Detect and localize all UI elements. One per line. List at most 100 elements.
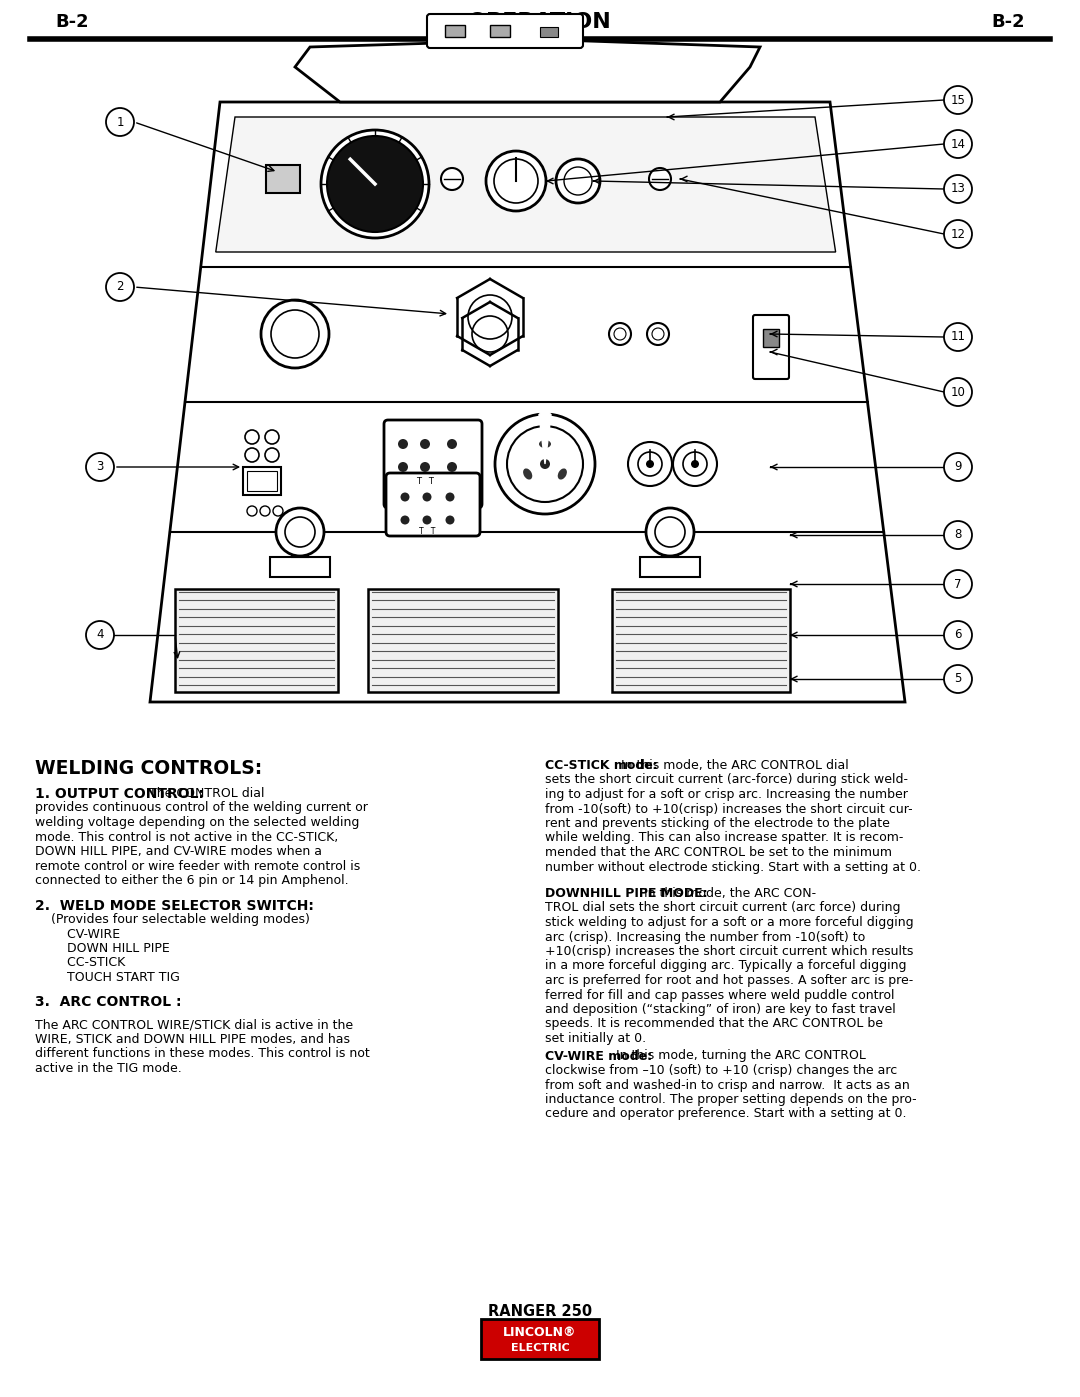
Text: B-2: B-2: [991, 13, 1025, 31]
Circle shape: [691, 460, 699, 468]
Text: inductance control. The proper setting depends on the pro-: inductance control. The proper setting d…: [545, 1092, 917, 1106]
Text: T   T: T T: [416, 476, 434, 486]
Bar: [247, 471, 276, 490]
Bar: [662, 539, 678, 557]
Text: arc (crisp). Increasing the number from -10(soft) to: arc (crisp). Increasing the number from …: [545, 930, 865, 943]
Circle shape: [446, 493, 455, 502]
Text: clockwise from –10 (soft) to +10 (crisp) changes the arc: clockwise from –10 (soft) to +10 (crisp)…: [545, 1065, 897, 1077]
Text: CV-WIRE mode:: CV-WIRE mode:: [545, 1049, 652, 1063]
Circle shape: [649, 168, 671, 190]
Bar: [481, 1319, 599, 1359]
Text: from -10(soft) to +10(crisp) increases the short circuit cur-: from -10(soft) to +10(crisp) increases t…: [545, 802, 913, 816]
Text: and deposition (“stacking” of iron) are key to fast travel: and deposition (“stacking” of iron) are …: [545, 1003, 895, 1016]
Circle shape: [399, 439, 408, 448]
Bar: [612, 590, 789, 692]
Text: TROL dial sets the short circuit current (arc force) during: TROL dial sets the short circuit current…: [545, 901, 901, 915]
Text: +10(crisp) increases the short circuit current which results: +10(crisp) increases the short circuit c…: [545, 944, 914, 958]
Bar: [266, 165, 300, 193]
Text: CC-STICK mode:: CC-STICK mode:: [545, 759, 658, 773]
Text: arc is preferred for root and hot passes. A softer arc is pre-: arc is preferred for root and hot passes…: [545, 974, 914, 988]
Text: 14: 14: [950, 137, 966, 151]
Text: number without electrode sticking. Start with a setting at 0.: number without electrode sticking. Start…: [545, 861, 921, 873]
Circle shape: [327, 136, 423, 232]
Text: 1. OUTPUT CONTROL:: 1. OUTPUT CONTROL:: [35, 787, 204, 800]
Polygon shape: [150, 102, 905, 703]
Text: connected to either the 6 pin or 14 pin Amphenol.: connected to either the 6 pin or 14 pin …: [35, 875, 349, 887]
Text: DOWN HILL PIPE, and CV-WIRE modes when a: DOWN HILL PIPE, and CV-WIRE modes when a: [35, 845, 322, 858]
Text: sets the short circuit current (arc-force) during stick weld-: sets the short circuit current (arc-forc…: [545, 774, 908, 787]
Text: stick welding to adjust for a soft or a more forceful digging: stick welding to adjust for a soft or a …: [545, 916, 914, 929]
Text: 15: 15: [950, 94, 966, 106]
Text: set initially at 0.: set initially at 0.: [545, 1032, 646, 1045]
Text: 5: 5: [955, 672, 961, 686]
Text: 10: 10: [950, 386, 966, 398]
Circle shape: [627, 441, 672, 486]
Circle shape: [447, 439, 457, 448]
Text: WIRE, STICK and DOWN HILL PIPE modes, and has: WIRE, STICK and DOWN HILL PIPE modes, an…: [35, 1032, 350, 1045]
Text: WELDING CONTROLS:: WELDING CONTROLS:: [35, 759, 262, 778]
Bar: [445, 25, 465, 36]
FancyBboxPatch shape: [386, 474, 480, 536]
FancyBboxPatch shape: [427, 14, 583, 47]
Circle shape: [944, 665, 972, 693]
Text: 3: 3: [96, 461, 104, 474]
Circle shape: [422, 493, 432, 502]
Bar: [540, 27, 558, 36]
Text: while welding. This can also increase spatter. It is recom-: while welding. This can also increase sp…: [545, 831, 903, 845]
Circle shape: [944, 323, 972, 351]
Circle shape: [446, 515, 455, 524]
Text: T   T: T T: [419, 527, 435, 535]
Circle shape: [540, 409, 550, 419]
Text: 9: 9: [955, 461, 962, 474]
Circle shape: [944, 219, 972, 249]
Circle shape: [401, 493, 409, 502]
Text: (Provides four selectable welding modes): (Provides four selectable welding modes): [35, 914, 310, 926]
Text: ELECTRIC: ELECTRIC: [511, 1343, 569, 1352]
Circle shape: [486, 151, 546, 211]
Wedge shape: [539, 414, 551, 464]
Circle shape: [646, 509, 694, 556]
Text: DOWN HILL PIPE: DOWN HILL PIPE: [35, 942, 170, 956]
Circle shape: [276, 509, 324, 556]
Circle shape: [106, 272, 134, 300]
Circle shape: [944, 570, 972, 598]
Text: B-2: B-2: [55, 13, 89, 31]
Ellipse shape: [539, 440, 551, 448]
Circle shape: [944, 622, 972, 650]
Bar: [490, 25, 510, 36]
Circle shape: [321, 130, 429, 237]
Circle shape: [261, 300, 329, 367]
Circle shape: [420, 462, 430, 472]
Circle shape: [420, 439, 430, 448]
Circle shape: [86, 622, 114, 650]
Circle shape: [441, 168, 463, 190]
Circle shape: [646, 460, 654, 468]
Ellipse shape: [523, 468, 532, 479]
Circle shape: [447, 462, 457, 472]
Circle shape: [556, 159, 600, 203]
Text: different functions in these modes. This control is not: different functions in these modes. This…: [35, 1046, 369, 1060]
FancyBboxPatch shape: [384, 420, 482, 509]
Text: 4: 4: [96, 629, 104, 641]
Circle shape: [422, 515, 432, 524]
Bar: [640, 557, 700, 577]
Bar: [243, 467, 281, 495]
Text: TOUCH START TIG: TOUCH START TIG: [35, 971, 180, 983]
Text: DOWNHILL PIPE MODE:: DOWNHILL PIPE MODE:: [545, 887, 707, 900]
Text: ing to adjust for a soft or crisp arc. Increasing the number: ing to adjust for a soft or crisp arc. I…: [545, 788, 908, 800]
Text: 8: 8: [955, 528, 961, 542]
Text: welding voltage depending on the selected welding: welding voltage depending on the selecte…: [35, 816, 360, 828]
Text: 7: 7: [955, 577, 962, 591]
Text: remote control or wire feeder with remote control is: remote control or wire feeder with remot…: [35, 859, 361, 873]
Circle shape: [944, 453, 972, 481]
Text: 6: 6: [955, 629, 962, 641]
Text: rent and prevents sticking of the electrode to the plate: rent and prevents sticking of the electr…: [545, 817, 890, 830]
Text: RANGER 250: RANGER 250: [488, 1305, 592, 1320]
Circle shape: [106, 108, 134, 136]
Bar: [762, 330, 779, 346]
Circle shape: [86, 453, 114, 481]
Text: 11: 11: [950, 331, 966, 344]
Circle shape: [944, 87, 972, 115]
Circle shape: [944, 130, 972, 158]
Text: provides continuous control of the welding current or: provides continuous control of the weldi…: [35, 802, 368, 814]
